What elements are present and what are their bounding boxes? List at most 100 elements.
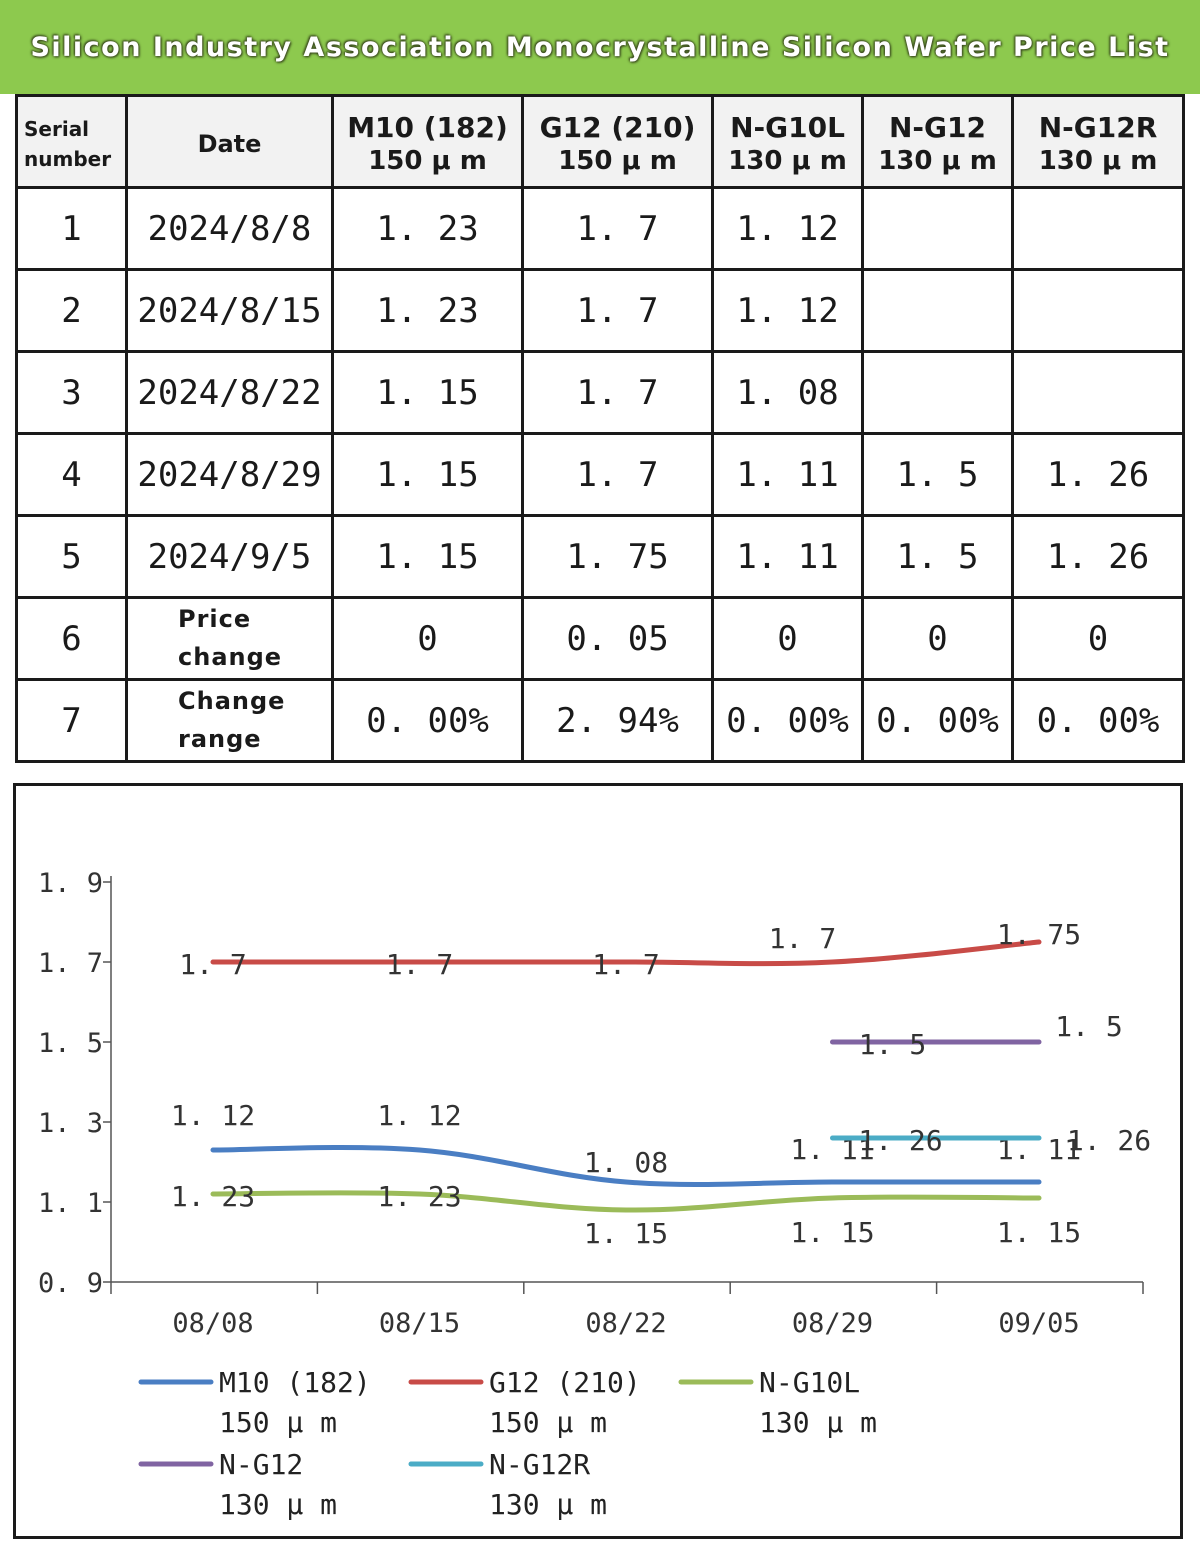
cell-n-g10l: 1. 08: [711, 350, 864, 435]
cell-label: Price change: [125, 596, 334, 681]
legend-sublabel-n-g12: 130 μ m: [219, 1488, 337, 1521]
x-tick-label: 08/15: [379, 1308, 460, 1339]
x-tick-label: 08/08: [172, 1308, 253, 1339]
legend-label-n-g12: N-G12: [219, 1448, 303, 1481]
cell-g12: 1. 75: [521, 514, 714, 599]
cell-n-g12: 0. 00%: [861, 678, 1014, 763]
legend-sublabel-n-g10l: 130 μ m: [759, 1406, 877, 1439]
y-tick-label: 1. 3: [38, 1108, 103, 1139]
cell-serial: 6: [15, 596, 128, 681]
header-m10: M10 (182) 150 μ m: [331, 94, 524, 189]
y-tick-label: 1. 7: [38, 948, 103, 979]
cell-n-g12: [861, 268, 1014, 353]
cell-serial: 7: [15, 678, 128, 763]
cell-n-g12r: 1. 26: [1011, 514, 1185, 599]
cell-m10: 1. 15: [331, 514, 524, 599]
series-line-g12: [210, 939, 1042, 967]
cell-m10: 1. 15: [331, 432, 524, 517]
y-tick-label: 1. 1: [38, 1188, 103, 1219]
x-tick-label: 09/05: [998, 1308, 1079, 1339]
cell-serial: 4: [15, 432, 128, 517]
cell-n-g10l: 1. 12: [711, 268, 864, 353]
data-label-n-g10l: 1. 23: [171, 1180, 255, 1213]
data-label-n-g12r: 1. 26: [1067, 1124, 1151, 1157]
y-tick-label: 1. 9: [38, 868, 103, 899]
series-line-n-g10l: [210, 1190, 1042, 1213]
series-line-m10: [210, 1144, 1042, 1188]
data-label-g12: 1. 75: [997, 918, 1081, 951]
legend-sublabel-g12: 150 μ m: [489, 1406, 607, 1439]
legend-label-n-g12r: N-G12R: [489, 1448, 590, 1481]
legend-sublabel-n-g12r: 130 μ m: [489, 1488, 607, 1521]
cell-n-g12r: 0: [1011, 596, 1185, 681]
chart-svg: 0. 9 1. 1 1. 3 1. 5 1. 7 1. 9 08/08 08/15 08/22 0…: [38, 868, 1151, 1521]
cell-m10: 0: [331, 596, 524, 681]
table-row: 6 Price change 0 0. 05 0 0 0: [15, 596, 1185, 681]
data-label-n-g12r: 1. 26: [858, 1124, 942, 1157]
cell-n-g12: 0: [861, 596, 1014, 681]
legend-label-m10: M10 (182): [219, 1366, 371, 1399]
table-row: 5 2024/9/5 1. 15 1. 75 1. 11 1. 5 1. 26: [15, 514, 1185, 599]
cell-n-g12r: [1011, 186, 1185, 271]
data-label-g12: 1. 7: [386, 948, 453, 981]
header-n-g10l: N-G10L 130 μ m: [711, 94, 864, 189]
table-row: 1 2024/8/8 1. 23 1. 7 1. 12: [15, 186, 1185, 271]
data-label-m10: 1. 12: [377, 1099, 461, 1132]
header-n-g12: N-G12 130 μ m: [861, 94, 1014, 189]
cell-n-g12: 1. 5: [861, 514, 1014, 599]
data-label-m10: 1. 12: [171, 1099, 255, 1132]
table-row: 4 2024/8/29 1. 15 1. 7 1. 11 1. 5 1. 26: [15, 432, 1185, 517]
data-label-m10: 1. 08: [584, 1146, 668, 1179]
x-tick-label: 08/22: [585, 1308, 666, 1339]
data-label-n-g10l: 1. 15: [997, 1216, 1081, 1249]
cell-g12: 1. 7: [521, 350, 714, 435]
table-row: 7 Change range 0. 00% 2. 94% 0. 00% 0. 0…: [15, 678, 1185, 763]
cell-n-g12r: 0. 00%: [1011, 678, 1185, 763]
data-label-n-g10l: 1. 15: [790, 1216, 874, 1249]
data-label-g12: 1. 7: [179, 948, 246, 981]
cell-date: 2024/8/15: [125, 268, 334, 353]
cell-m10: 1. 23: [331, 186, 524, 271]
header-serial: Serial number: [15, 94, 128, 189]
cell-n-g12: [861, 186, 1014, 271]
y-tick-label: 1. 5: [38, 1028, 103, 1059]
cell-g12: 1. 7: [521, 268, 714, 353]
cell-date: 2024/8/22: [125, 350, 334, 435]
cell-n-g10l: 1. 12: [711, 186, 864, 271]
cell-m10: 1. 15: [331, 350, 524, 435]
legend-label-g12: G12 (210): [489, 1366, 641, 1399]
table-row: 2 2024/8/15 1. 23 1. 7 1. 12: [15, 268, 1185, 353]
data-label-g12: 1. 7: [592, 948, 659, 981]
cell-g12: 1. 7: [521, 432, 714, 517]
cell-g12: 0. 05: [521, 596, 714, 681]
cell-label: Change range: [125, 678, 334, 763]
table-header-row: Serial number Date M10 (182) 150 μ m G12…: [15, 94, 1185, 189]
cell-m10: 1. 23: [331, 268, 524, 353]
cell-n-g12r: [1011, 268, 1185, 353]
cell-serial: 2: [15, 268, 128, 353]
y-tick-label: 0. 9: [38, 1268, 103, 1299]
cell-m10: 0. 00%: [331, 678, 524, 763]
cell-n-g12: 1. 5: [861, 432, 1014, 517]
x-tick-label: 08/29: [792, 1308, 873, 1339]
line-chart: 0. 9 1. 1 1. 3 1. 5 1. 7 1. 9 08/08 08/15 08/22 0…: [13, 783, 1183, 1539]
legend-sublabel-m10: 150 μ m: [219, 1406, 337, 1439]
data-label-n-g12: 1. 5: [859, 1028, 926, 1061]
header-date: Date: [125, 94, 334, 189]
cell-n-g10l: 0: [711, 596, 864, 681]
data-label-n-g10l: 1. 15: [584, 1217, 668, 1250]
cell-n-g12: [861, 350, 1014, 435]
cell-serial: 5: [15, 514, 128, 599]
cell-date: 2024/8/8: [125, 186, 334, 271]
cell-serial: 3: [15, 350, 128, 435]
cell-date: 2024/8/29: [125, 432, 334, 517]
cell-date: 2024/9/5: [125, 514, 334, 599]
page-title: Silicon Industry Association Monocrystal…: [30, 31, 1170, 63]
cell-n-g12r: 1. 26: [1011, 432, 1185, 517]
cell-serial: 1: [15, 186, 128, 271]
header-g12: G12 (210) 150 μ m: [521, 94, 714, 189]
cell-n-g10l: 1. 11: [711, 514, 864, 599]
legend-label-n-g10l: N-G10L: [759, 1366, 860, 1399]
cell-g12: 1. 7: [521, 186, 714, 271]
cell-n-g10l: 1. 11: [711, 432, 864, 517]
